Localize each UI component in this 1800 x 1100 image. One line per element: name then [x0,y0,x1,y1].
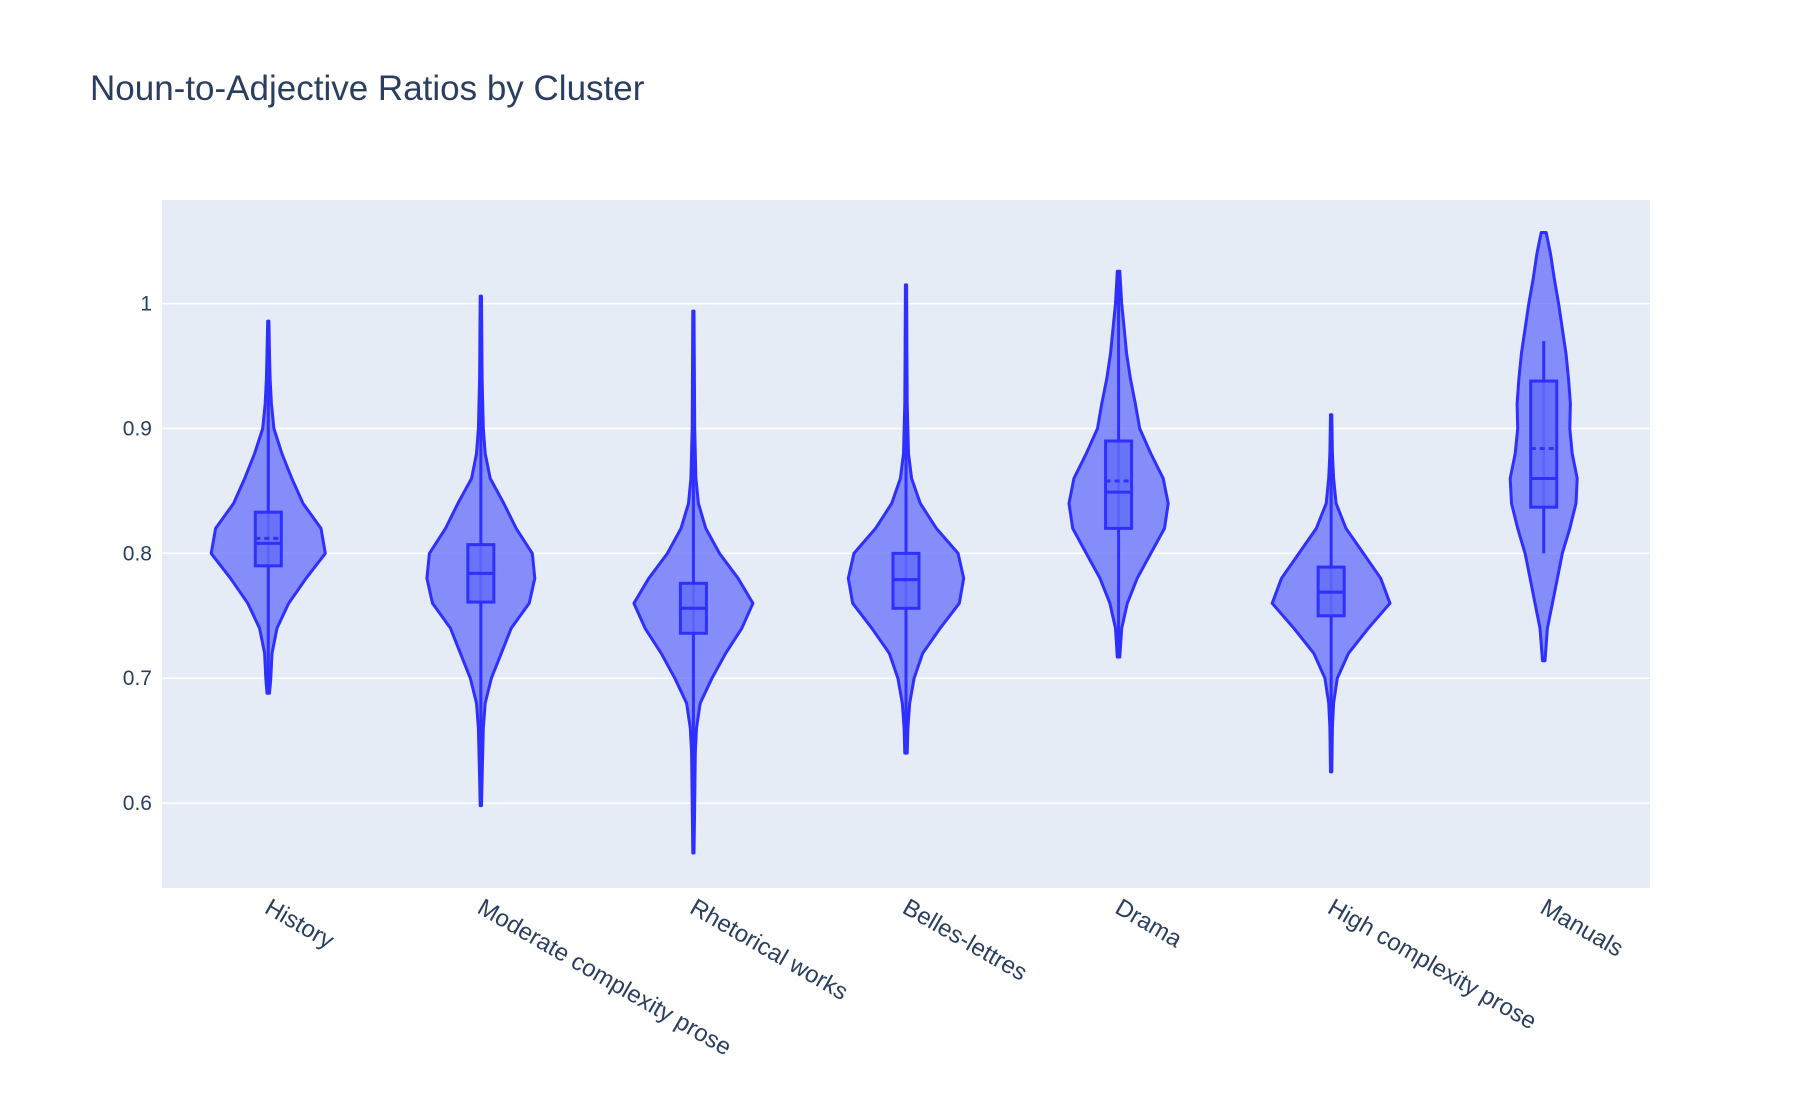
violin-group [846,283,966,755]
y-tick-label: 1 [140,293,152,316]
violin-group [1508,231,1579,663]
violin-box [1529,379,1559,509]
y-tick-label: 0.6 [123,792,152,815]
violins [209,231,1579,855]
violin-group [632,309,755,855]
y-axis-ticks: 0.6 0.7 0.8 0.9 1 [123,293,152,815]
y-tick-label: 0.7 [123,667,152,690]
violin-group [1067,269,1170,659]
y-tick-label: 0.8 [123,542,152,565]
violin-box [1104,439,1134,530]
violin-group [425,294,537,808]
chart-title: Noun-to-Adjective Ratios by Cluster [90,69,645,108]
violin-group [1270,413,1392,774]
y-tick-label: 0.9 [123,418,152,441]
violin-group [209,319,327,695]
